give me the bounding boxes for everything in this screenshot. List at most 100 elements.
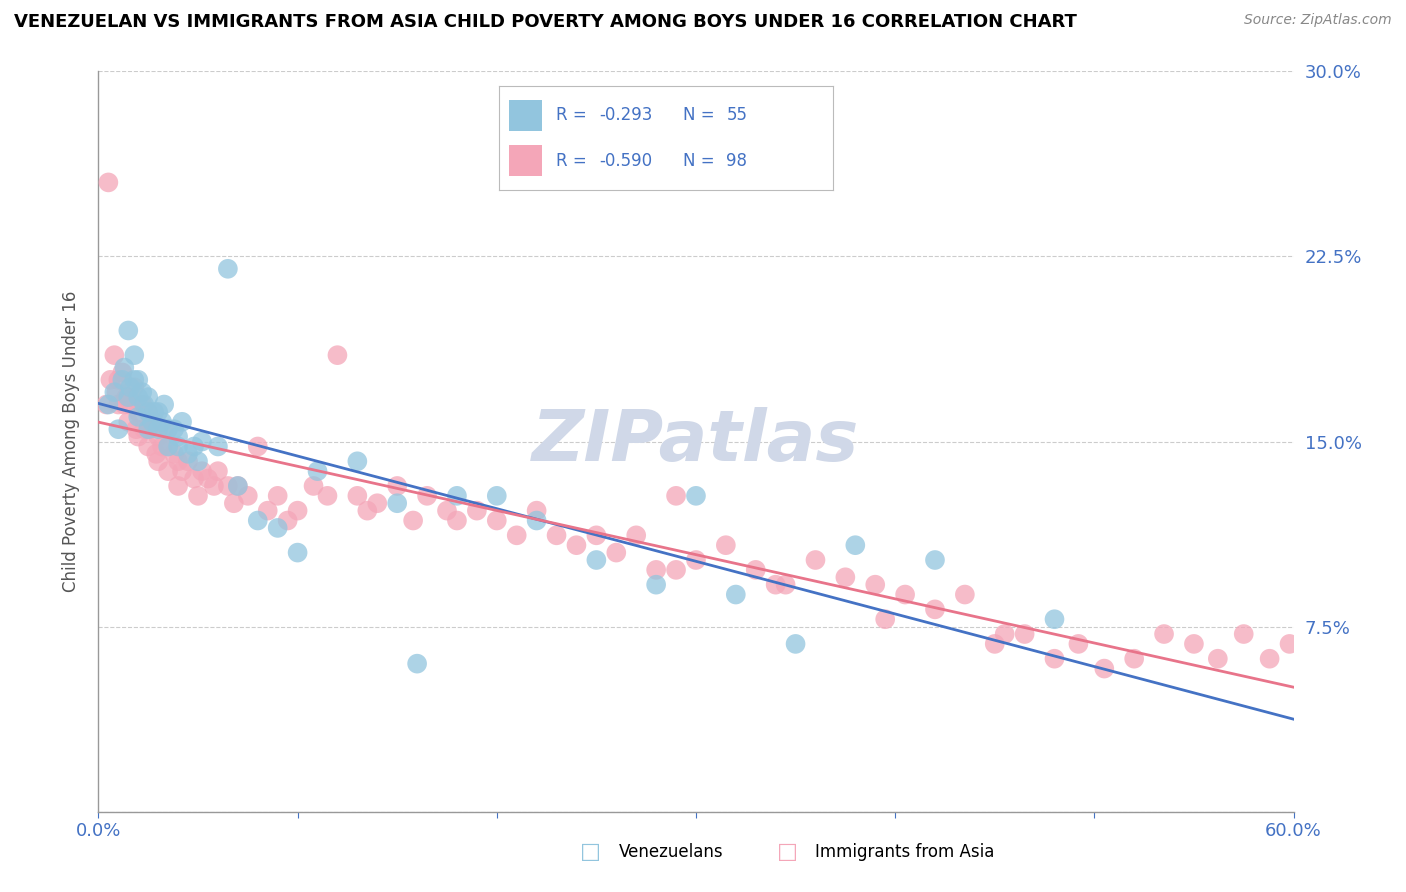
Point [167,440,190,454]
Point [103,385,125,400]
Point [177,447,200,461]
Point [98,373,122,387]
Point [804,553,827,567]
Point [1092,662,1115,676]
Point [217,479,239,493]
Point [724,588,747,602]
Point [145,447,167,461]
Point [167,429,190,443]
Point [120,380,142,394]
Point [157,464,180,478]
Point [346,454,368,468]
Point [446,514,468,528]
Point [143,405,166,419]
Point [256,503,278,517]
Point [685,489,707,503]
Point [153,422,176,436]
Point [197,471,219,485]
Point [1043,612,1066,626]
Point [187,489,209,503]
Point [136,405,159,419]
Point [172,415,194,429]
Text: Source: ZipAtlas.com: Source: ZipAtlas.com [1244,13,1392,28]
Point [1153,627,1175,641]
Point [125,422,148,436]
Point [136,405,159,419]
Point [924,553,946,567]
Point [844,538,866,552]
Point [924,602,946,616]
Point [1206,651,1229,665]
Point [131,385,153,400]
Point [115,390,138,404]
Point [183,440,205,454]
Point [191,434,214,449]
Point [187,454,209,468]
Point [141,415,163,429]
Point [131,398,153,412]
Point [1182,637,1205,651]
Point [1043,651,1066,665]
Point [177,454,200,468]
Text: ZIPatlas: ZIPatlas [533,407,859,476]
Point [1067,637,1090,651]
Point [302,479,325,493]
Point [117,390,139,404]
Point [506,528,529,542]
Point [134,398,156,412]
Point [103,348,125,362]
Point [139,422,162,436]
Point [97,398,120,412]
Point [107,422,129,436]
Point [107,398,129,412]
Point [157,422,180,436]
Point [207,464,229,478]
Point [436,503,458,517]
Point [117,324,139,338]
Point [765,577,787,591]
Point [785,637,807,651]
Point [124,348,146,362]
Point [875,612,897,626]
Point [157,440,180,454]
Point [148,422,170,436]
Point [446,489,468,503]
Point [685,553,707,567]
Point [117,390,139,404]
Text: □: □ [581,842,600,862]
Point [546,528,568,542]
Point [585,553,607,567]
Point [124,380,146,394]
Point [134,422,156,436]
Point [167,454,190,468]
Point [287,503,309,517]
Point [984,637,1007,651]
Point [117,415,139,429]
Point [111,373,134,387]
Point [163,447,186,461]
Point [745,563,768,577]
Text: □: □ [778,842,797,862]
Point [485,489,508,503]
Point [172,464,194,478]
Point [1123,651,1146,665]
Point [1258,651,1281,665]
Text: Immigrants from Asia: Immigrants from Asia [815,843,995,861]
Point [226,479,249,493]
Point [267,489,290,503]
Point [994,627,1017,641]
Point [775,577,797,591]
Point [202,479,225,493]
Point [346,489,368,503]
Point [157,440,180,454]
Point [207,440,229,454]
Point [406,657,429,671]
Point [1278,637,1301,651]
Point [96,398,118,412]
Point [236,489,259,503]
Point [626,528,648,542]
Point [127,373,149,387]
Point [150,415,173,429]
Point [246,440,269,454]
Point [136,390,159,404]
